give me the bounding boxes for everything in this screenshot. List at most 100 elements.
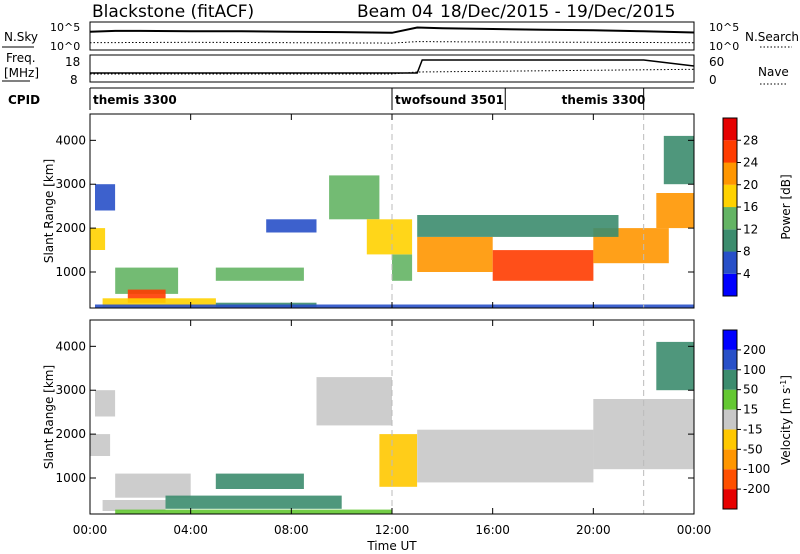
power-ylabel: Slant Range [km] [42, 159, 56, 263]
power-cbar-tick-label: 4 [743, 267, 751, 281]
nsky-lines [89, 26, 695, 44]
power-cbar-tick-label: 28 [743, 133, 758, 147]
velocity-cbar-swatch [723, 469, 737, 490]
x-tick-label: 04:00 [173, 523, 208, 537]
velocity-cbar-tick-label: 100 [743, 363, 766, 377]
power-cell [492, 250, 594, 281]
power-cell [417, 236, 493, 272]
power-cbar-label: Power [dB] [779, 174, 793, 239]
velocity-cbar-tick-label: -15 [743, 422, 763, 436]
power-cbar-ticks: 28 24 20 16 12 8 4 [737, 133, 758, 281]
power-ytick-label: 2000 [55, 221, 86, 235]
power-ytick-label: 1000 [55, 265, 86, 279]
velocity-cbar-label-main: Velocity [m s [779, 388, 793, 465]
beam-title: Beam 04 [357, 2, 433, 22]
power-panel: 1000 2000 3000 4000 Slant Range [km] [42, 113, 695, 309]
power-cell [329, 175, 380, 220]
velocity-cbar-tick-label: 15 [743, 403, 758, 417]
velocity-cbar-tick-label: -200 [743, 482, 770, 496]
power-cell [115, 267, 179, 294]
freq-line [90, 59, 695, 74]
nsky-label: N.Sky [4, 30, 38, 44]
velocity-cell [656, 341, 695, 391]
power-cbar-swatch [723, 251, 737, 274]
velocity-ytick-label: 2000 [55, 427, 86, 441]
velocity-colorbar: 200 100 50 15 -15 -50 -100 -200 Velocity [m s-1… [722, 329, 794, 510]
velocity-axes: 1000 2000 3000 4000 [55, 320, 695, 514]
date-range: 18/Dec/2015 - 19/Dec/2015 [440, 2, 675, 22]
nave-tick-top: 60 [709, 55, 724, 69]
velocity-cbar-tick-label: 200 [743, 343, 766, 357]
velocity-cell [165, 495, 342, 509]
power-cell [215, 267, 304, 281]
nsearch-line [89, 41, 695, 44]
power-cbar-swatch [723, 229, 737, 252]
velocity-cbar-label-sup: -1 [779, 380, 788, 388]
power-cell [366, 219, 413, 255]
nsky-tick-top: 10^5 [50, 21, 80, 34]
nsearch-tick-top: 10^5 [709, 21, 739, 34]
power-cell [90, 228, 106, 250]
power-cbar-swatch [723, 273, 737, 297]
power-cell [266, 219, 317, 233]
power-cbar-swatch [723, 184, 737, 208]
power-cell [656, 193, 695, 229]
nsky-tick-bottom: 10^0 [50, 40, 80, 53]
velocity-ytick-label: 4000 [55, 339, 86, 353]
velocity-cell [115, 509, 392, 514]
power-colorbar: 28 24 20 16 12 8 4 Power [dB] [722, 117, 793, 297]
cpid-name: themis 3300 [93, 93, 177, 107]
velocity-ylabel: Slant Range [km] [42, 365, 56, 469]
velocity-cbar-frame [722, 329, 738, 510]
velocity-cbar-swatch [723, 429, 737, 450]
power-cell [392, 254, 413, 281]
velocity-cbar-tick-label: 50 [743, 383, 758, 397]
cpid-name: twofsound 3501 [395, 93, 504, 107]
velocity-data [90, 320, 695, 514]
velocity-cbar-swatch [723, 349, 737, 370]
power-ytick-label: 4000 [55, 133, 86, 147]
power-cbar-swatch [723, 140, 737, 163]
freq-label: Freq. [6, 51, 36, 65]
velocity-cell [215, 473, 304, 489]
freq-tick-top: 18 [65, 55, 80, 69]
velocity-cell [379, 434, 418, 487]
nsearch-label: N.Search [745, 30, 799, 44]
nsky-panel: N.Sky 10^5 10^0 10^5 10^0 N.Search [2, 21, 799, 53]
velocity-cell [95, 390, 116, 417]
radar-title: Blackstone (fitACF) [92, 2, 254, 22]
power-cell [95, 304, 694, 308]
velocity-cbar-tick-label: -50 [743, 442, 763, 456]
power-cbar-tick-label: 16 [743, 200, 758, 214]
cpid-label: CPID [8, 93, 40, 107]
power-ytick-label: 3000 [55, 177, 86, 191]
nave-tick-bottom: 0 [709, 73, 717, 87]
velocity-cbar-swatch [723, 489, 737, 509]
power-cbar-swatch [723, 207, 737, 230]
velocity-cbar-swatch [723, 389, 737, 410]
velocity-ytick-label: 1000 [55, 471, 86, 485]
power-axes: 1000 2000 3000 4000 [55, 114, 695, 308]
power-data [90, 114, 695, 308]
freq-panel: Freq. [MHz] 18 8 60 0 Nave [2, 51, 789, 87]
velocity-cbar-swatch [723, 330, 737, 350]
velocity-cbar-label: Velocity [m s-1] [779, 375, 794, 465]
power-cell [417, 215, 619, 237]
x-tick-label: 16:00 [475, 523, 510, 537]
freq-unit-label: [MHz] [4, 66, 39, 80]
velocity-cell [417, 429, 594, 483]
velocity-cbar-tick-label: -100 [743, 462, 770, 476]
power-cbar-swatch [723, 118, 737, 141]
power-cbar-tick-label: 24 [743, 156, 758, 170]
x-axis-ticks: 00:00 04:00 08:00 12:00 16:00 20:00 00:00 [73, 523, 712, 537]
x-tick-label: 12:00 [375, 523, 410, 537]
cpid-marks: themis 3300 twofsound 3501 themis 3300 [93, 88, 645, 110]
velocity-cbar-ticks: 200 100 50 15 -15 -50 -100 -200 [737, 343, 770, 496]
velocity-cell [102, 500, 166, 511]
velocity-cell [316, 377, 392, 426]
velocity-ytick-label: 3000 [55, 383, 86, 397]
power-cbar-tick-label: 8 [743, 245, 751, 259]
freq-tick-bottom: 8 [70, 73, 78, 87]
velocity-cell [90, 434, 111, 456]
